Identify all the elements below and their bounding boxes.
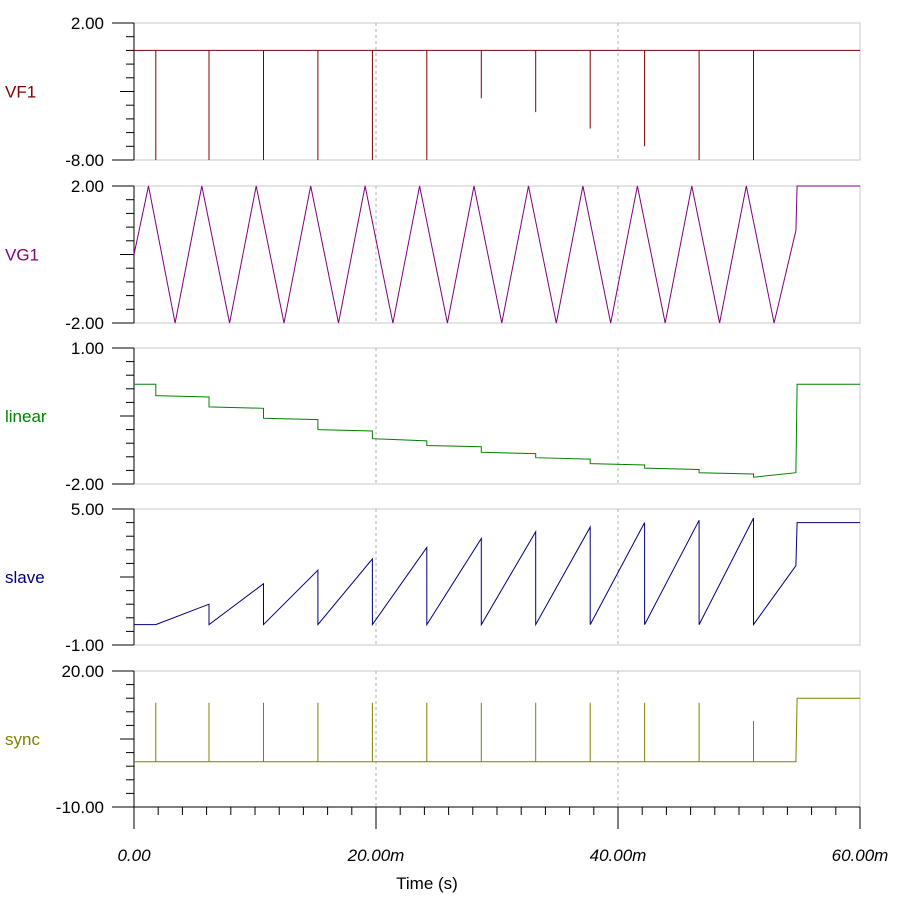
series-line-VF1 xyxy=(134,49,860,160)
series-label-slave: slave xyxy=(5,568,45,587)
y-tick-label-VF1-bottom: -8.00 xyxy=(65,151,104,170)
x-tick-label-3: 60.00m xyxy=(832,846,889,865)
y-tick-label-VG1-bottom: -2.00 xyxy=(65,314,104,333)
y-tick-label-VF1-top: 2.00 xyxy=(71,14,104,33)
y-tick-label-linear-top: 1.00 xyxy=(71,339,104,358)
x-tick-label-0: 0.00 xyxy=(117,846,151,865)
series-label-VG1: VG1 xyxy=(5,246,39,265)
y-tick-label-sync-top: 20.00 xyxy=(61,662,104,681)
series-label-linear: linear xyxy=(5,407,47,426)
series-line-VG1 xyxy=(133,185,860,324)
x-axis-label: Time (s) xyxy=(396,874,458,893)
y-tick-label-VG1-top: 2.00 xyxy=(71,177,104,196)
panel-frame-slave xyxy=(133,508,861,646)
y-tick-label-sync-bottom: -10.00 xyxy=(56,798,104,817)
series-line-linear xyxy=(134,383,860,478)
y-tick-label-linear-bottom: -2.00 xyxy=(65,475,104,494)
series-label-sync: sync xyxy=(5,730,40,749)
series-label-VF1: VF1 xyxy=(5,83,36,102)
y-tick-label-slave-top: 5.00 xyxy=(71,500,104,519)
panel-frame-VF1 xyxy=(133,22,861,161)
y-tick-label-slave-bottom: -1.00 xyxy=(65,636,104,655)
series-line-slave xyxy=(134,517,860,627)
x-tick-label-1: 20.00m xyxy=(347,846,405,865)
x-tick-label-2: 40.00m xyxy=(590,846,647,865)
panel-frame-linear xyxy=(133,347,861,485)
panel-frame-sync xyxy=(133,670,861,808)
series-line-sync xyxy=(134,697,860,763)
